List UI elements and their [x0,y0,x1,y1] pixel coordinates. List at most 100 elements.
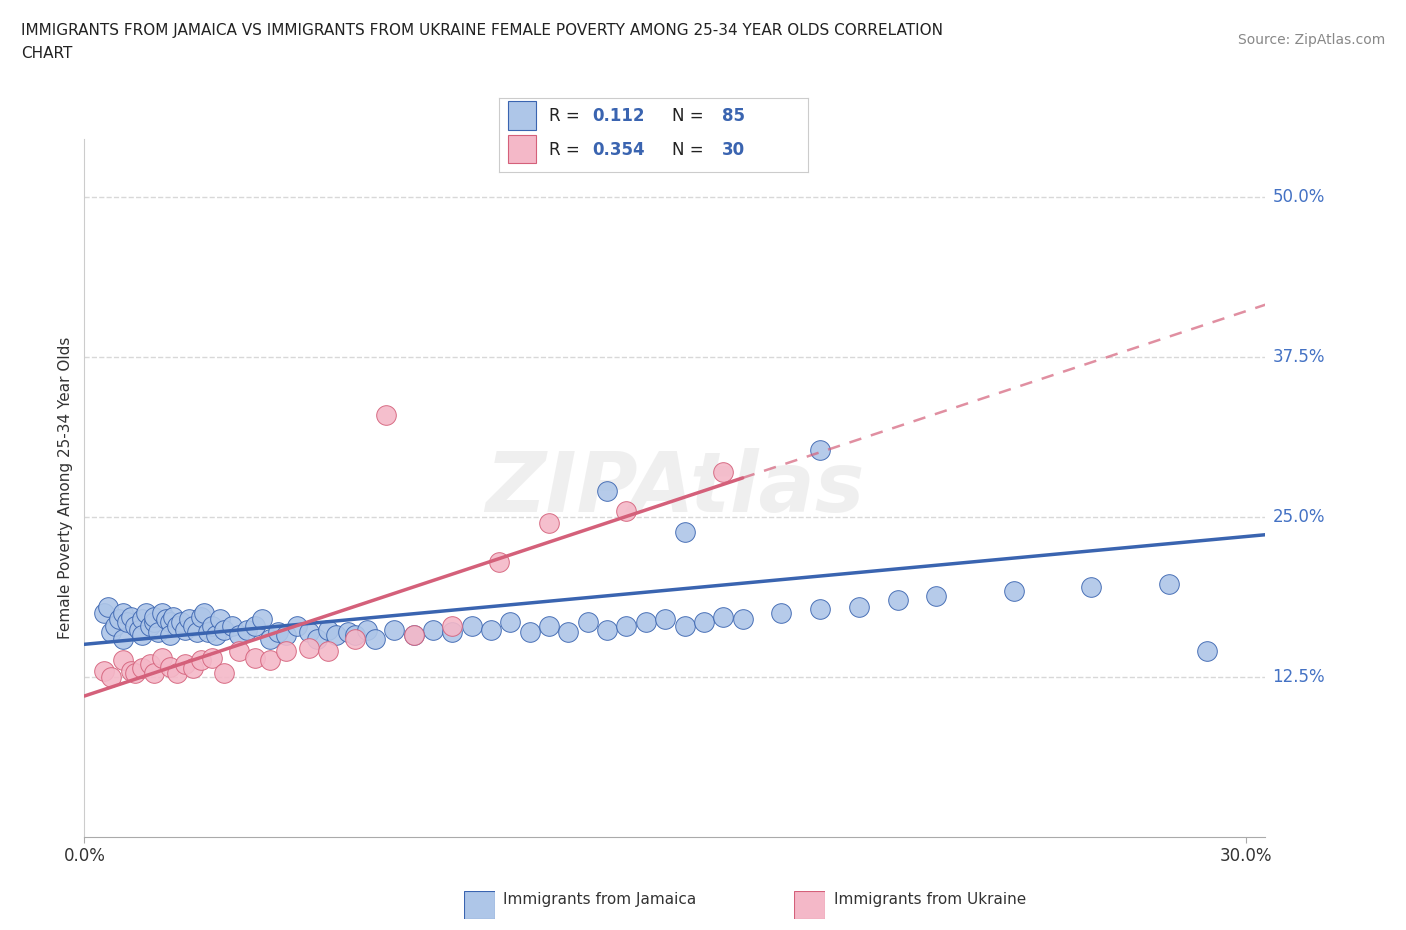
Point [228,628,250,643]
Text: IMMIGRANTS FROM JAMAICA VS IMMIGRANTS FROM UKRAINE FEMALE POVERTY AMONG 25-34 YE: IMMIGRANTS FROM JAMAICA VS IMMIGRANTS FR… [21,23,943,38]
Point [1080,580,1102,595]
Point [1002,584,1025,599]
Point [174,622,197,637]
Point [93,663,115,678]
Point [159,615,181,630]
Point [201,650,224,665]
Text: 12.5%: 12.5% [1272,668,1324,686]
Point [731,612,754,627]
Point [402,628,425,643]
Point [97,599,120,614]
Point [285,618,308,633]
Point [170,615,193,630]
Point [252,612,274,627]
Point [128,622,150,637]
Text: 0.112: 0.112 [592,107,644,126]
Point [131,660,153,675]
Text: Immigrants from Jamaica: Immigrants from Jamaica [503,892,696,907]
Point [212,622,235,637]
Point [808,602,831,617]
Point [197,625,219,640]
Point [259,631,281,646]
Point [274,644,297,658]
Point [162,609,184,624]
Point [1197,644,1219,658]
Text: CHART: CHART [21,46,73,61]
Bar [509,101,536,129]
Point [596,484,619,498]
Point [212,666,235,681]
Point [143,609,166,624]
Point [190,609,212,624]
Point [159,659,181,674]
Point [344,628,367,643]
Point [616,618,638,633]
Point [112,605,135,620]
Point [228,644,250,658]
Point [654,612,676,627]
Point [193,605,215,620]
Y-axis label: Female Poverty Among 25-34 Year Olds: Female Poverty Among 25-34 Year Olds [58,337,73,640]
Text: Source: ZipAtlas.com: Source: ZipAtlas.com [1237,33,1385,46]
Point [115,615,138,630]
Point [305,631,328,646]
Point [356,622,378,637]
Point [159,628,181,643]
Point [108,612,131,627]
Text: Immigrants from Ukraine: Immigrants from Ukraine [834,892,1026,907]
Bar [509,135,536,163]
Text: R =: R = [548,107,585,126]
Point [336,625,359,640]
Point [274,628,297,643]
Point [181,618,204,633]
Text: 30: 30 [721,140,745,159]
Text: R =: R = [548,140,585,159]
Point [711,609,734,624]
Point [537,516,560,531]
Point [925,589,948,604]
Point [441,625,464,640]
Point [174,657,197,671]
Point [143,666,166,681]
Point [382,622,405,637]
Point [190,653,212,668]
Point [325,628,347,643]
Point [634,615,657,630]
Point [143,615,166,630]
Point [402,628,425,643]
Point [616,503,638,518]
Point [135,605,157,620]
Point [112,631,135,646]
Point [576,615,599,630]
Point [124,666,146,681]
Point [770,605,793,620]
Text: N =: N = [672,107,709,126]
Point [166,618,188,633]
Text: 50.0%: 50.0% [1272,188,1324,206]
Point [488,554,510,569]
Point [208,612,231,627]
Point [673,618,696,633]
Point [519,625,541,640]
Point [104,618,127,633]
Text: 25.0%: 25.0% [1272,508,1324,526]
Point [166,666,188,681]
Point [201,618,224,633]
Point [259,653,281,668]
Point [499,615,522,630]
Point [848,599,870,614]
Point [221,618,243,633]
Point [1157,577,1180,591]
Point [124,618,146,633]
Point [673,525,696,539]
Point [375,407,398,422]
Point [131,612,153,627]
Text: 37.5%: 37.5% [1272,348,1324,366]
Point [120,663,142,678]
Point [298,625,321,640]
Point [711,465,734,480]
Point [479,622,502,637]
Point [131,628,153,643]
Point [364,631,387,646]
Point [236,622,259,637]
